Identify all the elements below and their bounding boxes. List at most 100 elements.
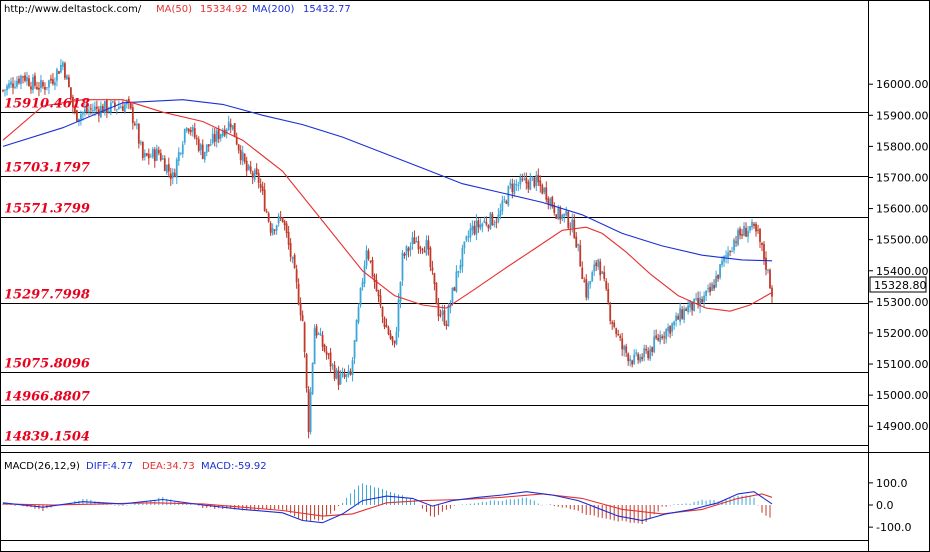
candle-body <box>707 288 709 290</box>
candle-body <box>499 210 502 216</box>
candle-body <box>8 83 10 88</box>
candle-body <box>659 334 662 343</box>
candle-body <box>113 102 116 108</box>
candle-body <box>527 182 530 189</box>
candle-body <box>105 100 108 113</box>
ma50-line <box>2 99 773 312</box>
candle-body <box>381 306 384 318</box>
candle-body <box>481 223 484 227</box>
candle-body <box>147 153 150 159</box>
candle-body <box>419 247 422 249</box>
candle-body <box>245 160 248 172</box>
candle-body <box>30 86 32 90</box>
candle-body <box>459 264 462 270</box>
candle-body <box>455 271 458 292</box>
candle-body <box>461 248 464 267</box>
candle-body <box>401 252 404 281</box>
candle-body <box>153 149 156 162</box>
candle-body <box>621 338 624 350</box>
candle-body <box>489 212 492 229</box>
candle-body <box>213 134 216 142</box>
candle-body <box>20 75 22 84</box>
candle-body <box>249 166 252 172</box>
candle-body <box>365 249 368 266</box>
candle-body <box>233 123 236 138</box>
candle-body <box>467 236 470 238</box>
candle-body <box>351 360 354 375</box>
candle-body <box>265 211 268 213</box>
level-label: 15075.8096 <box>4 357 90 372</box>
price-tick-label: 15900.00 <box>876 109 929 122</box>
candle-body <box>733 239 735 251</box>
candle-body <box>577 243 580 246</box>
candle-body <box>441 311 444 315</box>
candle-body <box>60 64 62 73</box>
candle-body <box>165 164 168 173</box>
candle-body <box>721 260 723 265</box>
candle-body <box>485 222 488 225</box>
candle-body <box>10 81 12 85</box>
candle-body <box>737 230 739 245</box>
candle-body <box>749 226 751 231</box>
candle-body <box>319 333 322 336</box>
candle-body <box>189 130 192 133</box>
candle-body <box>197 139 200 151</box>
candle-body <box>663 336 666 338</box>
candle-body <box>335 369 338 379</box>
candle-body <box>227 121 230 131</box>
candle-body <box>493 223 496 225</box>
candle-body <box>93 106 96 111</box>
candle-body <box>205 144 208 153</box>
candle-body <box>643 348 646 358</box>
candle-body <box>191 127 194 132</box>
candle-body <box>771 287 773 297</box>
candle-body <box>555 214 558 219</box>
candle-body <box>161 158 164 160</box>
candle-body <box>81 112 84 115</box>
candle-body <box>407 248 410 252</box>
candle-body <box>203 151 206 160</box>
candle-body <box>657 337 660 341</box>
candle-body <box>157 149 160 154</box>
candle-body <box>16 80 18 87</box>
candle-body <box>50 78 52 81</box>
candle-body <box>541 185 544 194</box>
candle-body <box>625 346 628 353</box>
candle-body <box>78 118 80 123</box>
candle-body <box>683 308 686 320</box>
macd-tick-label: 0.0 <box>876 499 894 512</box>
candle-body <box>515 184 518 186</box>
candle-body <box>579 245 582 267</box>
candle-body <box>547 198 550 205</box>
candle-body <box>89 108 92 110</box>
candle-body <box>561 214 564 219</box>
candle-body <box>221 131 224 137</box>
candle-body <box>123 104 126 113</box>
candle-body <box>183 129 186 143</box>
candle-body <box>193 128 196 138</box>
candle-body <box>287 232 290 245</box>
candle-body <box>735 241 737 243</box>
ma50-value: 15334.92 <box>200 4 248 15</box>
price-tick-label: 15500.00 <box>876 234 929 247</box>
macd-diff-line <box>2 491 773 524</box>
candle-body <box>645 348 648 351</box>
candle-body <box>103 100 106 113</box>
candle-body <box>281 217 284 222</box>
candle-body <box>595 262 598 267</box>
candle-body <box>571 219 574 228</box>
candle-body <box>551 197 554 207</box>
candle-body <box>151 148 154 158</box>
candle-body <box>723 255 725 262</box>
candle-body <box>709 287 711 293</box>
candlestick-series <box>2 59 773 439</box>
candle-body <box>755 223 757 232</box>
candle-body <box>54 82 56 86</box>
candle-body <box>769 269 771 289</box>
candle-body <box>355 320 358 342</box>
candle-body <box>225 129 228 134</box>
candle-body <box>62 62 64 67</box>
candle-body <box>211 133 214 144</box>
candle-body <box>617 333 620 335</box>
candle-body <box>127 98 130 103</box>
